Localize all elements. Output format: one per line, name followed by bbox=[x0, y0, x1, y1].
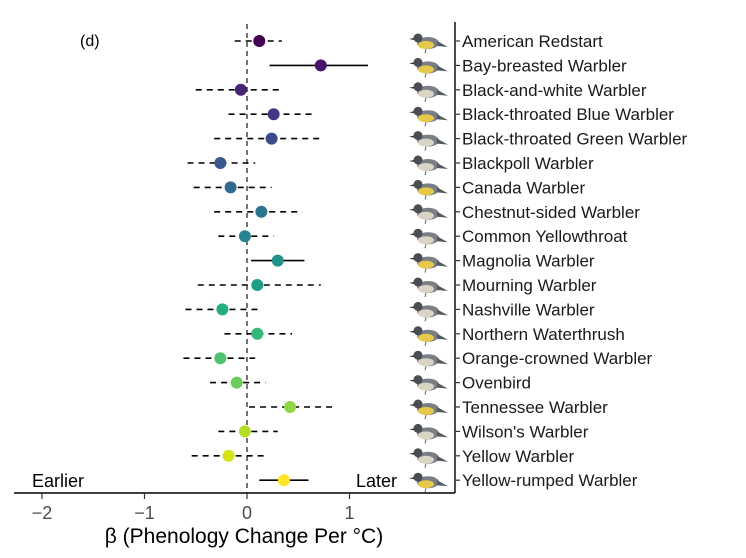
estimate-point bbox=[214, 352, 227, 365]
estimate-point bbox=[238, 230, 251, 243]
species-label: Yellow Warbler bbox=[462, 447, 574, 466]
estimate-point bbox=[216, 303, 229, 316]
x-tick-label: −2 bbox=[32, 503, 53, 523]
species-label: Nashville Warbler bbox=[462, 300, 595, 319]
x-axis-title: β (Phenology Change Per °C) bbox=[105, 525, 383, 548]
species-label: Orange-crowned Warbler bbox=[462, 349, 653, 368]
bird-illustration-icon bbox=[409, 57, 448, 78]
estimate-point bbox=[214, 157, 227, 169]
later-label: Later bbox=[356, 471, 397, 491]
species-label: Northern Waterthrush bbox=[462, 325, 625, 344]
estimate-point bbox=[251, 327, 264, 340]
x-tick-label: −1 bbox=[134, 503, 155, 523]
bird-illustration-icon bbox=[409, 131, 448, 151]
x-tick-label: 1 bbox=[344, 503, 354, 523]
bird-illustration-icon bbox=[409, 448, 448, 468]
species-label: Black-throated Blue Warbler bbox=[462, 105, 674, 124]
bird-illustration-icon bbox=[409, 399, 448, 420]
species-label: Yellow-rumped Warbler bbox=[462, 471, 638, 490]
bird-illustration-icon bbox=[409, 326, 448, 346]
bird-illustration-icon bbox=[409, 33, 448, 54]
species-label: Common Yellowthroat bbox=[462, 227, 628, 246]
earlier-label: Earlier bbox=[32, 471, 84, 491]
estimate-point bbox=[271, 254, 284, 267]
estimate-point bbox=[234, 83, 247, 96]
species-label: American Redstart bbox=[462, 32, 603, 51]
estimate-point bbox=[265, 132, 278, 145]
species-label: Magnolia Warbler bbox=[462, 252, 595, 271]
species-label: Black-throated Green Warbler bbox=[462, 130, 688, 149]
species-label: Canada Warbler bbox=[462, 178, 585, 197]
estimate-point bbox=[267, 108, 280, 121]
species-label: Black-and-white Warbler bbox=[462, 81, 647, 100]
panel-label: (d) bbox=[80, 33, 100, 50]
estimate-point bbox=[224, 181, 237, 194]
bird-illustration-icon bbox=[409, 155, 448, 176]
bird-illustration-icon bbox=[409, 228, 448, 249]
x-tick-label: 0 bbox=[242, 503, 252, 523]
estimate-point bbox=[284, 401, 297, 413]
estimate-point bbox=[230, 376, 243, 389]
estimate-point bbox=[253, 35, 266, 47]
bird-illustration-icon bbox=[409, 301, 448, 322]
estimate-point bbox=[222, 449, 235, 462]
species-label: Chestnut-sided Warbler bbox=[462, 203, 640, 222]
estimate-point bbox=[255, 205, 268, 218]
bird-illustration-icon bbox=[409, 423, 448, 444]
species-label: Mourning Warbler bbox=[462, 276, 597, 295]
species-label: Bay-breasted Warbler bbox=[462, 56, 627, 75]
bird-illustration-icon bbox=[409, 106, 448, 127]
bird-illustration-icon bbox=[409, 82, 448, 102]
bird-illustration-icon bbox=[409, 253, 448, 273]
bird-illustration-icon bbox=[409, 277, 448, 298]
bird-illustration-icon bbox=[409, 375, 448, 395]
estimate-point bbox=[314, 59, 327, 72]
estimate-point bbox=[238, 425, 251, 438]
species-label: Blackpoll Warbler bbox=[462, 154, 594, 173]
bird-illustration-icon bbox=[409, 472, 448, 493]
estimate-point bbox=[251, 279, 264, 291]
bird-illustration-icon bbox=[409, 179, 448, 200]
bird-illustration-icon bbox=[409, 350, 448, 371]
species-label: Wilson's Warbler bbox=[462, 422, 589, 441]
species-label: Tennessee Warbler bbox=[462, 398, 608, 417]
bird-illustration-icon bbox=[409, 204, 448, 224]
species-label: Ovenbird bbox=[462, 374, 531, 393]
estimate-point bbox=[277, 474, 290, 487]
